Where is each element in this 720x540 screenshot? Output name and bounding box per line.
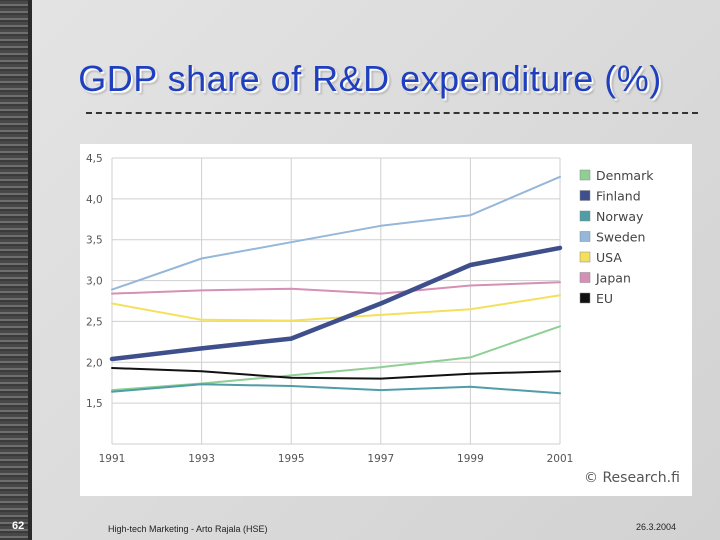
page-number: 62 [12,520,25,532]
tick-layer: 1991 1993 1995 1997 1999 2001 1,5 2,0 2,5 3,0 3,5 4… [86,153,573,465]
series-line-eu [111,367,561,380]
legend-swatch-norway [579,210,591,222]
x-tick-label: 1999 [457,453,484,465]
series-line-denmark [111,325,561,392]
footer-date: 26.3.2004 [636,522,677,532]
legend-label-finland: Finland [596,189,641,204]
y-tick-label: 4,5 [86,153,103,165]
line-chart: 1991 1993 1995 1997 1999 2001 1,5 2,0 2,5 3,0 3,5 4… [86,153,680,486]
series-layer [109,175,563,395]
x-tick-label: 1995 [278,453,305,465]
legend-swatch-japan [579,272,591,283]
legend-label-eu: EU [596,291,613,306]
legend-swatch-usa [579,251,591,263]
legend: Denmark Finland Norway Sweden USA Japan EU [579,168,654,306]
legend-swatch-denmark [579,169,591,181]
legend-swatch-sweden [579,231,591,242]
x-tick-label: 2001 [547,453,574,465]
x-tick-label: 1997 [367,453,394,465]
legend-swatch-eu [579,292,591,304]
chart-credit: © Research.fi [584,470,680,486]
footer-text: High-tech Marketing - Arto Rajala (HSE) [108,524,268,534]
chart-panel: 1991 1993 1995 1997 1999 2001 1,5 2,0 2,5 3,0 3,5 4… [80,144,692,496]
y-tick-label: 2,5 [86,316,103,328]
series-line-finland [109,245,563,362]
decorative-left-strip [0,0,28,540]
decorative-left-strip-edge [28,0,32,540]
x-tick-label: 1993 [188,453,215,465]
series-line-norway [111,383,561,395]
x-tick-label: 1991 [99,453,126,465]
legend-swatch-finland [579,190,591,201]
y-tick-label: 4,0 [86,194,103,206]
series-line-usa [111,294,561,322]
legend-label-japan: Japan [595,271,631,286]
series-line-sweden [111,175,561,291]
y-tick-label: 2,0 [86,357,103,369]
y-tick-label: 3,5 [86,235,103,247]
slide-title: GDP share of R&D expenditure (%) [78,58,662,99]
y-tick-label: 1,5 [86,398,103,410]
legend-label-sweden: Sweden [596,230,645,245]
legend-label-denmark: Denmark [596,168,654,183]
legend-label-norway: Norway [596,209,644,224]
legend-label-usa: USA [596,250,622,265]
y-tick-label: 3,0 [86,276,103,288]
grid-layer [111,157,561,445]
series-line-japan [111,281,561,295]
title-divider [86,112,698,114]
